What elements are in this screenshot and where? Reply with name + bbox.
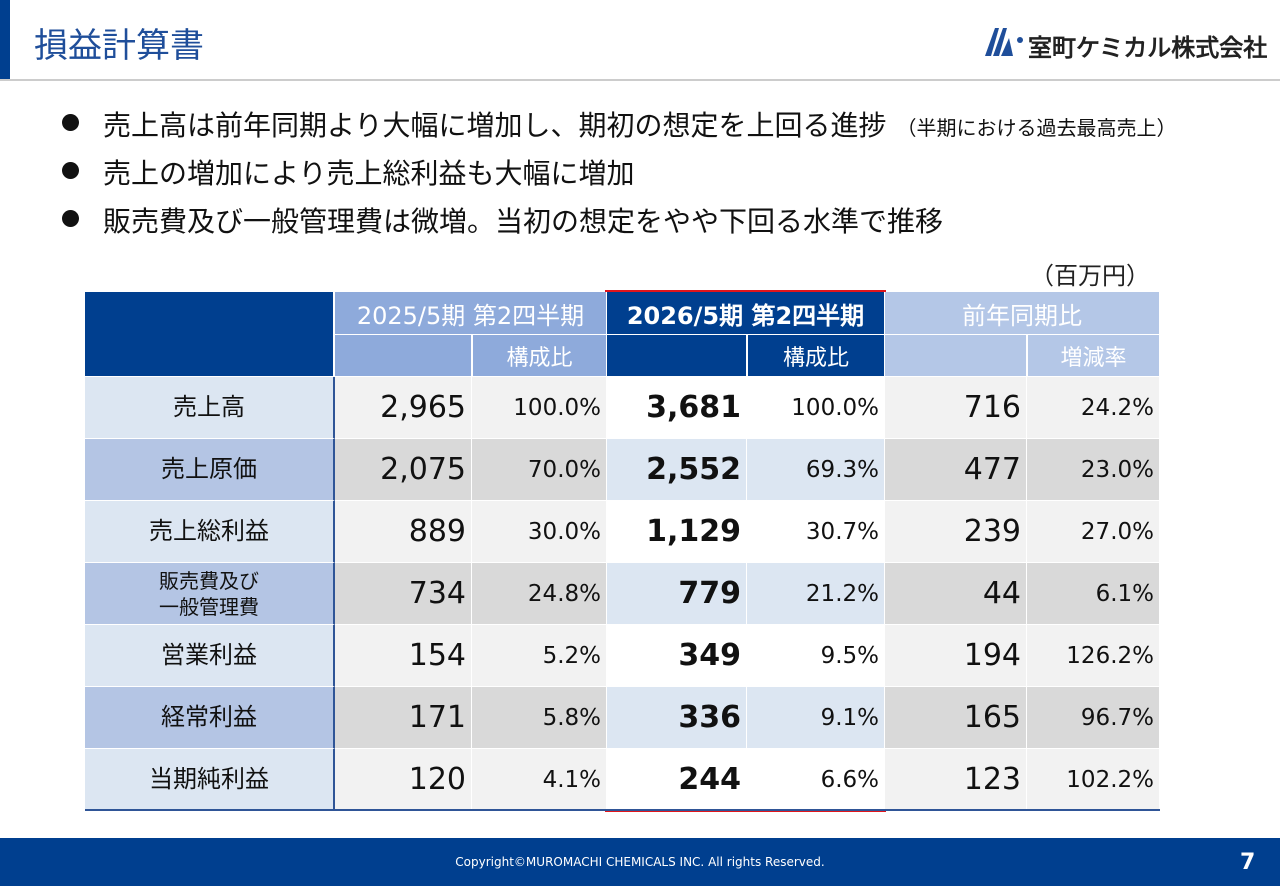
table-cell: 779 <box>607 563 747 625</box>
table-cell: 100.0% <box>472 377 607 439</box>
row-label-line: 一般管理費 <box>159 594 259 619</box>
table-cell: 123 <box>885 749 1027 811</box>
table-cell: 5.2% <box>472 625 607 687</box>
table-cell: 23.0% <box>1027 439 1160 501</box>
row-label: 売上総利益 <box>85 501 335 563</box>
logo-icon <box>985 28 1023 56</box>
logo-text: 室町ケミカル株式会社 <box>1028 34 1268 62</box>
row-label: 売上高 <box>85 377 335 439</box>
table-cell: 2,552 <box>607 439 747 501</box>
row-label-line: 当期純利益 <box>149 764 269 793</box>
footer-bar <box>0 838 1280 886</box>
row-label-line: 営業利益 <box>161 640 257 669</box>
row-label: 経常利益 <box>85 687 335 749</box>
table-cell: 239 <box>885 501 1027 563</box>
row-label-line: 売上原価 <box>161 454 257 483</box>
table-bottom-rule <box>85 809 1160 811</box>
table-cell: 6.1% <box>1027 563 1160 625</box>
bullet-dot <box>62 162 79 179</box>
column-group: 2026/5期 第2四半期 <box>607 292 885 335</box>
table-cell: 3,681 <box>607 377 747 439</box>
row-label-line: 売上総利益 <box>149 516 269 545</box>
table-cell: 96.7% <box>1027 687 1160 749</box>
table-cell: 27.0% <box>1027 501 1160 563</box>
table-cell: 69.3% <box>747 439 885 501</box>
bullet-dot <box>62 114 79 131</box>
table-cell: 889 <box>335 501 472 563</box>
table-cell: 716 <box>885 377 1027 439</box>
table-cell: 194 <box>885 625 1027 687</box>
row-label: 売上原価 <box>85 439 335 501</box>
row-label-line: 販売費及び <box>159 568 259 593</box>
column-group: 2025/5期 第2四半期 <box>335 292 607 335</box>
bullet-text: 販売費及び一般管理費は微増。当初の想定をやや下回る水準で推移 <box>103 205 944 238</box>
subheader: 構成比 <box>472 335 607 377</box>
bullet-note: （半期における過去最高売上） <box>896 116 1177 140</box>
title-accent <box>0 0 10 80</box>
table-cell: 102.2% <box>1027 749 1160 811</box>
subheader-blank <box>607 335 747 377</box>
table-cell: 734 <box>335 563 472 625</box>
column-group: 前年同期比 <box>885 292 1160 335</box>
table-cell: 4.1% <box>472 749 607 811</box>
table-cell: 9.1% <box>747 687 885 749</box>
title: 損益計算書 <box>34 26 204 66</box>
table-cell: 100.0% <box>747 377 885 439</box>
row-label: 営業利益 <box>85 625 335 687</box>
row-label-line: 経常利益 <box>161 702 257 731</box>
bullet-text: 売上高は前年同期より大幅に増加し、期初の想定を上回る進捗 （半期における過去最高売… <box>103 109 1177 142</box>
table-cell: 21.2% <box>747 563 885 625</box>
page-number: 7 <box>1240 850 1256 875</box>
header-blank <box>85 292 335 377</box>
table-cell: 154 <box>335 625 472 687</box>
table-cell: 70.0% <box>472 439 607 501</box>
row-label: 販売費及び 一般管理費 <box>85 563 335 625</box>
table-cell: 6.6% <box>747 749 885 811</box>
table-cell: 165 <box>885 687 1027 749</box>
bullet-dot <box>62 210 79 227</box>
unit: （百万円） <box>1030 262 1150 290</box>
subheader: 増減率 <box>1027 335 1160 377</box>
subheader-blank <box>335 335 472 377</box>
copyright: Copyright©MUROMACHI CHEMICALS INC. All r… <box>455 855 825 869</box>
table-cell: 44 <box>885 563 1027 625</box>
table-cell: 5.8% <box>472 687 607 749</box>
table-cell: 244 <box>607 749 747 811</box>
table-cell: 477 <box>885 439 1027 501</box>
table-cell: 120 <box>335 749 472 811</box>
table-cell: 336 <box>607 687 747 749</box>
table-cell: 2,965 <box>335 377 472 439</box>
bullet-text: 売上の増加により売上総利益も大幅に増加 <box>103 157 635 190</box>
subheader-blank <box>885 335 1027 377</box>
table-cell: 171 <box>335 687 472 749</box>
table-cell: 2,075 <box>335 439 472 501</box>
table-cell: 9.5% <box>747 625 885 687</box>
subheader: 構成比 <box>747 335 885 377</box>
table-cell: 1,129 <box>607 501 747 563</box>
table-cell: 126.2% <box>1027 625 1160 687</box>
table-cell: 24.2% <box>1027 377 1160 439</box>
table-cell: 24.8% <box>472 563 607 625</box>
row-label: 当期純利益 <box>85 749 335 811</box>
table-cell: 30.0% <box>472 501 607 563</box>
row-label-line: 売上高 <box>173 392 245 421</box>
table-cell: 349 <box>607 625 747 687</box>
title-rule <box>0 79 1280 81</box>
table-cell: 30.7% <box>747 501 885 563</box>
